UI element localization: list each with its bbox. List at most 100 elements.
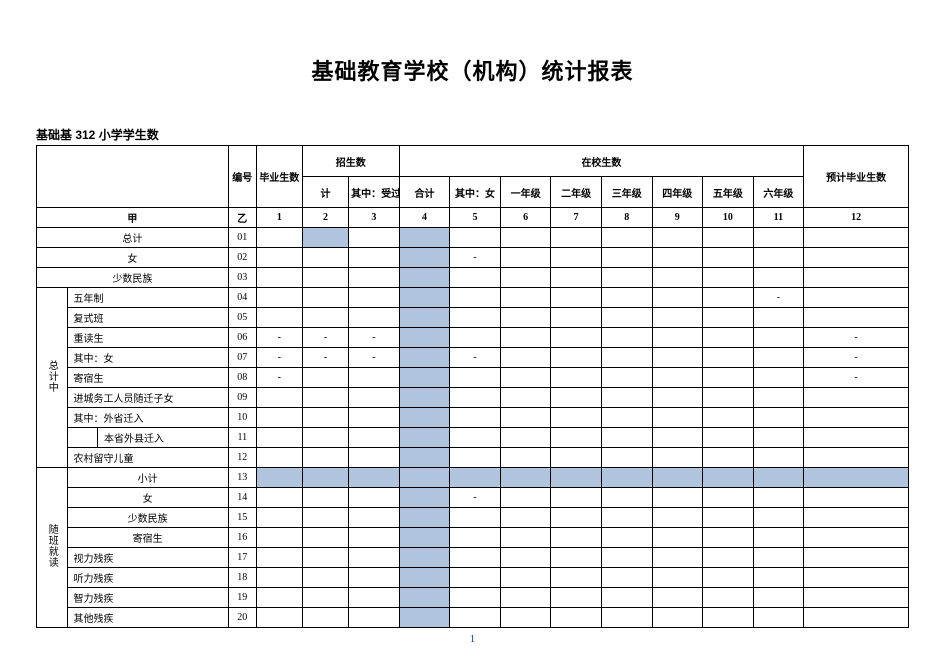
cell (551, 608, 602, 628)
row-label: 少数民族 (67, 508, 228, 528)
cell (399, 248, 450, 268)
cell (652, 328, 703, 348)
table-row: 总计中 五年制 04 - (37, 288, 909, 308)
cell (399, 468, 450, 488)
header-g6: 六年级 (753, 177, 804, 208)
row-code: 08 (228, 368, 256, 388)
cell (551, 328, 602, 348)
row-label: 视力残疾 (67, 548, 228, 568)
cell (349, 388, 400, 408)
table-row: 女 14 - (37, 488, 909, 508)
row-label: 小计 (67, 468, 228, 488)
cell (500, 468, 551, 488)
cell (753, 508, 804, 528)
cell (601, 448, 652, 468)
cell (753, 348, 804, 368)
cell (551, 288, 602, 308)
cell (703, 468, 754, 488)
cell (703, 408, 754, 428)
cell (500, 548, 551, 568)
row-code: 02 (228, 248, 256, 268)
cell: - (302, 348, 348, 368)
table-row: 其中：外省迁入 10 (37, 408, 909, 428)
cell (601, 288, 652, 308)
cell (399, 548, 450, 568)
cell: - (349, 348, 400, 368)
cell (804, 548, 909, 568)
cell: - (450, 488, 501, 508)
cell (256, 228, 302, 248)
table-row: 其他残疾 20 (37, 608, 909, 628)
cell (450, 508, 501, 528)
cell (399, 268, 450, 288)
cell: - (804, 328, 909, 348)
cell (450, 568, 501, 588)
cell (601, 508, 652, 528)
cell (399, 308, 450, 328)
cell (652, 508, 703, 528)
cell (551, 248, 602, 268)
header-g5: 五年级 (703, 177, 754, 208)
cell (703, 528, 754, 548)
header-c5: 5 (450, 208, 501, 228)
cell (256, 488, 302, 508)
row-label: 复式班 (67, 308, 228, 328)
header-c7: 7 (551, 208, 602, 228)
cell (753, 608, 804, 628)
cell: - (349, 328, 400, 348)
cell (601, 468, 652, 488)
cell (703, 588, 754, 608)
cell (551, 348, 602, 368)
cell (399, 568, 450, 588)
row-code: 04 (228, 288, 256, 308)
cell (500, 248, 551, 268)
cell (652, 448, 703, 468)
cell (349, 268, 400, 288)
cell (703, 268, 754, 288)
cell (349, 428, 400, 448)
report-title: 基础教育学校（机构）统计报表 (36, 54, 909, 86)
cell (302, 268, 348, 288)
cell: - (256, 368, 302, 388)
cell: - (256, 348, 302, 368)
cell (652, 288, 703, 308)
row-label: 本省外县迁入 (98, 428, 229, 448)
cell (256, 548, 302, 568)
table-row: 少数民族 15 (37, 508, 909, 528)
row-label: 少数民族 (37, 268, 229, 288)
cell (500, 368, 551, 388)
cell (450, 468, 501, 488)
cell (601, 308, 652, 328)
cell (652, 608, 703, 628)
cell (601, 568, 652, 588)
cell (349, 308, 400, 328)
cell (399, 508, 450, 528)
cell (804, 288, 909, 308)
cell (703, 608, 754, 628)
header-recruit-group: 招生数 (302, 146, 399, 177)
cell (450, 528, 501, 548)
cell (500, 528, 551, 548)
cell (551, 568, 602, 588)
cell (450, 268, 501, 288)
cell (753, 448, 804, 468)
header-c10: 10 (703, 208, 754, 228)
header-blank (37, 146, 229, 208)
table-row: 随班就读 小计 13 (37, 468, 909, 488)
row-label: 总计 (37, 228, 229, 248)
header-grad: 毕业生数 (256, 146, 302, 208)
row-code: 19 (228, 588, 256, 608)
cell (399, 428, 450, 448)
cell (302, 308, 348, 328)
cell (551, 548, 602, 568)
table-row: 女 02 - (37, 248, 909, 268)
cell (804, 508, 909, 528)
cell (753, 368, 804, 388)
cell (450, 548, 501, 568)
cell (804, 408, 909, 428)
cell (450, 408, 501, 428)
cell (302, 428, 348, 448)
header-c4: 4 (399, 208, 450, 228)
cell (703, 328, 754, 348)
row-code: 15 (228, 508, 256, 528)
